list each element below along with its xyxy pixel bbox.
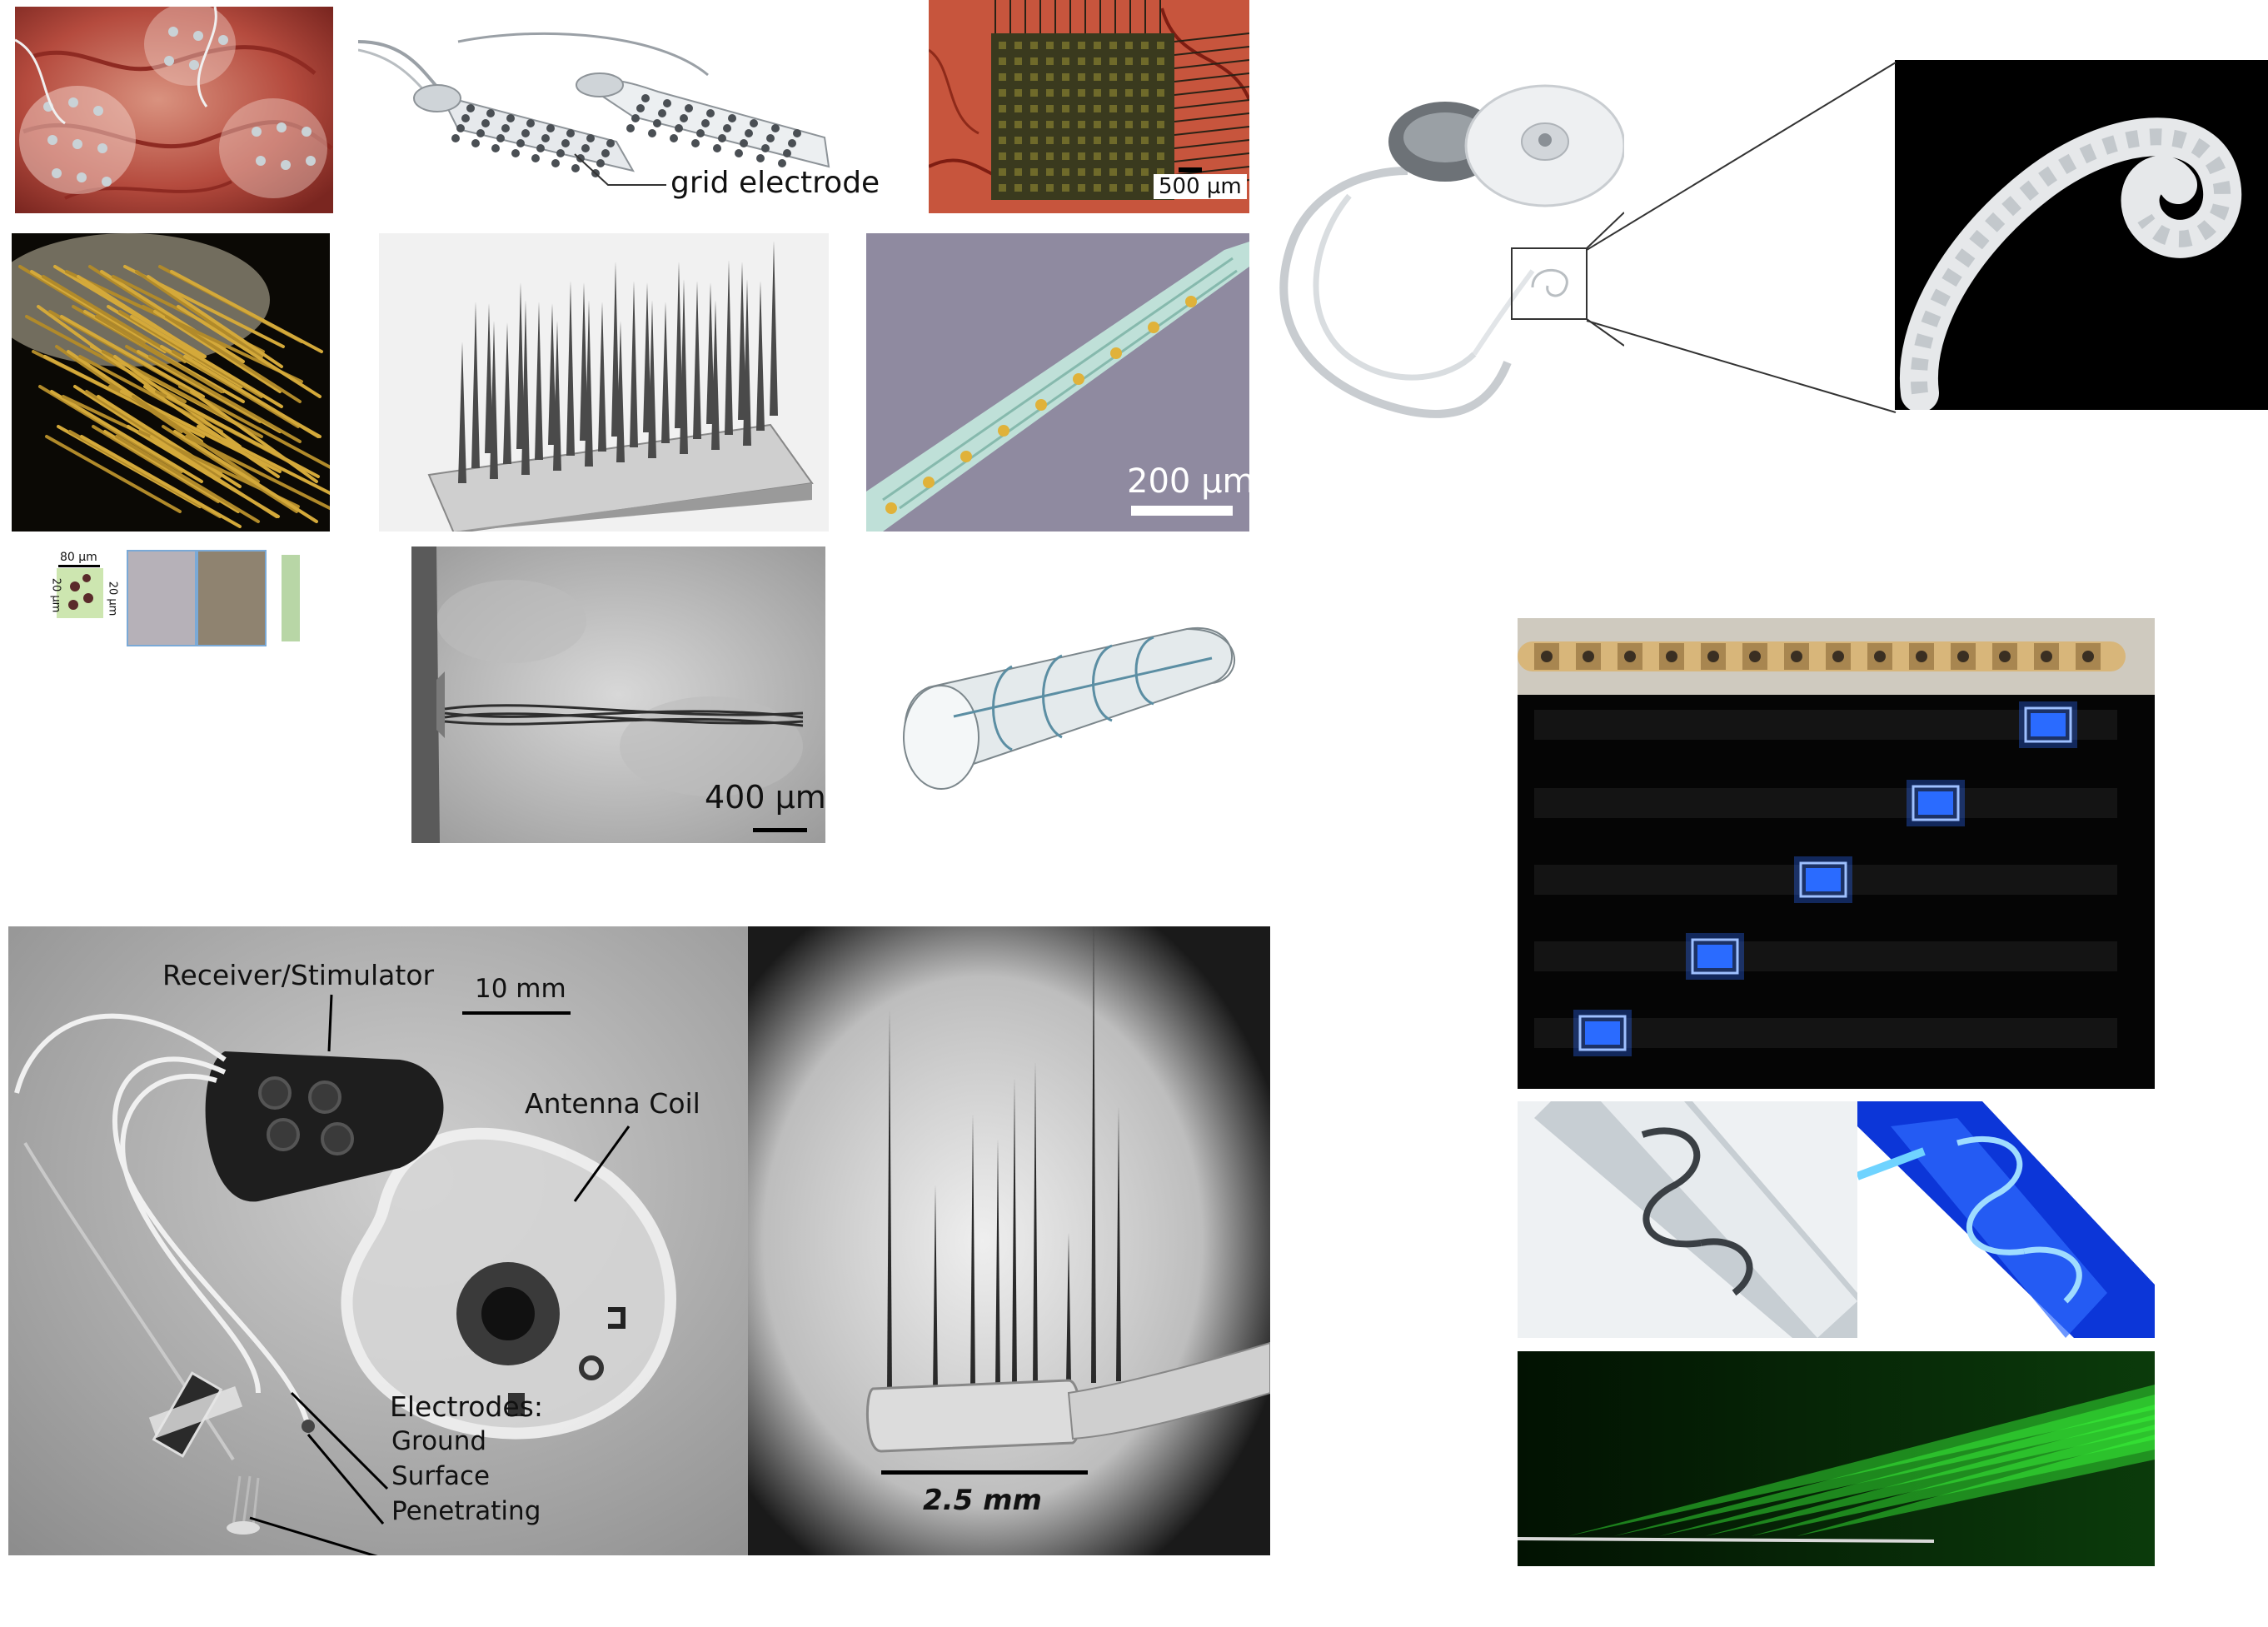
scale-label-200: 200 µm — [1127, 462, 1249, 501]
antenna-coil-label: Antenna Coil — [525, 1087, 700, 1120]
scale-label-400: 400 µm — [705, 779, 825, 816]
tetrode-photo: 400 µm — [411, 546, 825, 843]
scale-bar-2.5mm — [881, 1470, 1088, 1475]
utah-array-photo — [379, 233, 829, 532]
scale-label-20b: 20 µm — [106, 581, 119, 616]
scale-label-80: 80 µm — [60, 551, 97, 564]
probe-shank-photo: 200 µm — [866, 233, 1249, 532]
penetrating-label: Penetrating — [391, 1496, 541, 1526]
gold-microwire-bundle — [12, 233, 330, 532]
scale-bar-10mm — [462, 1011, 571, 1015]
cochlear-implant-device — [1258, 79, 1624, 437]
electrodes-label: Electrodes: — [390, 1390, 543, 1423]
receiver-stimulator-label: Receiver/Stimulator — [162, 959, 435, 991]
spiral-probe-clear-photo — [1518, 1101, 1857, 1338]
scale-label-2.5mm: 2.5 mm — [923, 1484, 1042, 1517]
zoom-connector-lines — [1586, 62, 1897, 413]
scale-bar-400 — [753, 828, 807, 832]
surface-label: Surface — [391, 1461, 491, 1491]
grid-electrode-label: grid electrode — [670, 166, 880, 200]
microprobe-thumbnails: 80 µm 20 µm 20 µm — [50, 550, 308, 650]
ground-label: Ground — [391, 1426, 487, 1456]
implant-photo: Receiver/Stimulator 10 mm Antenna Coil E… — [8, 926, 748, 1555]
microled-strip-photo — [1518, 618, 2155, 1089]
spiral-probe-blue-photo — [1857, 1101, 2155, 1338]
electrode-spiral-zoom — [1895, 60, 2268, 410]
scale-bar-200 — [1131, 506, 1233, 516]
scale-bar-500 — [1179, 167, 1202, 172]
grid-electrode-illustration: grid electrode — [358, 25, 891, 208]
planar-array-photo: 500 µm — [929, 0, 1249, 213]
cuff-electrode-illustration — [895, 612, 1249, 804]
scale-label-10mm: 10 mm — [475, 974, 566, 1004]
scale-label-20a: 20 µm — [50, 577, 62, 613]
ecog-brain-photo — [15, 7, 333, 213]
penetrating-electrodes-photo: 2.5 mm — [748, 926, 1270, 1555]
scale-label-500: 500 µm — [1154, 174, 1247, 199]
green-optrode-photo — [1518, 1351, 2155, 1566]
